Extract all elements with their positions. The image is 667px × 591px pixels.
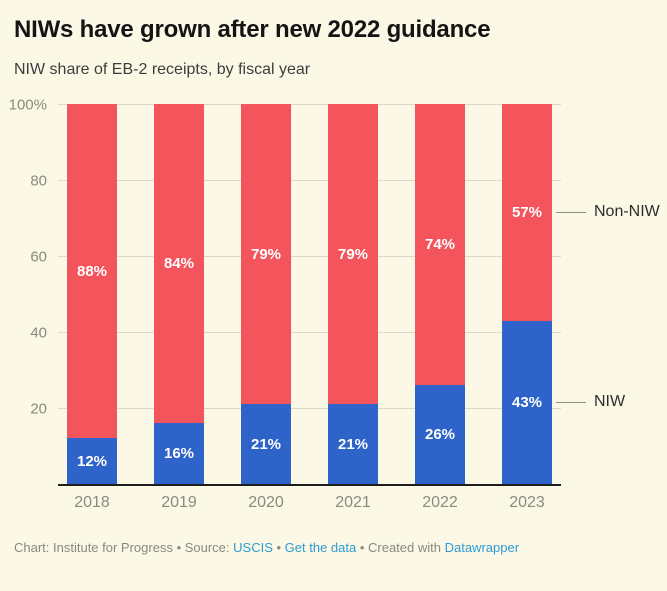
x-axis-tick-label-2019: 2019 [161,494,197,511]
bar-2018[interactable]: 88% 12% [67,104,117,484]
x-axis-baseline [58,484,561,486]
bar-2023[interactable]: 57% 43% [502,104,552,484]
x-axis-labels: 2018 2019 2020 2021 2022 2023 [58,493,561,512]
gridline-40: 40 [30,325,561,340]
bar-2019[interactable]: 84% 16% [154,104,204,484]
value-label-non-niw-2022: 74% [424,236,456,254]
segment-non-niw-2023[interactable]: 57% [502,104,552,321]
y-axis-tick-label-100: 100% [8,96,47,113]
gridline-80: 80 [30,173,561,188]
value-label-non-niw-2019: 84% [163,255,195,273]
segment-niw-2023[interactable]: 43% [502,320,552,484]
footer-link-datawrapper[interactable]: Datawrapper [444,540,520,555]
gridline-60: 60 [30,249,561,264]
segment-non-niw-2018[interactable]: 88% [67,104,117,439]
y-axis-tick-label-60: 60 [30,248,47,265]
gridline-100: 100% [9,97,561,112]
y-axis-tick-label-80: 80 [30,172,47,189]
y-axis-tick-label-40: 40 [30,324,47,341]
value-label-niw-2023: 43% [511,393,543,411]
value-label-niw-2022: 26% [424,426,456,444]
chart-subtitle: NIW share of EB-2 receipts, by fiscal ye… [14,61,311,78]
x-axis-tick-label-2020: 2020 [248,494,284,511]
segment-niw-2018[interactable]: 12% [67,438,117,484]
value-label-non-niw-2021: 79% [337,245,369,263]
value-label-non-niw-2018: 88% [76,262,108,280]
bar-2020[interactable]: 79% 21% [241,104,291,484]
footer-text: • [272,540,285,555]
footer-link-get-the-data[interactable]: Get the data [284,540,357,555]
series-label-niw: NIW [594,393,626,411]
value-label-non-niw-2023: 57% [511,203,543,221]
value-label-niw-2021: 21% [337,435,369,453]
series-annotation-non-niw: Non-NIW [553,204,660,220]
y-axis-tick-label-20: 20 [30,400,47,417]
x-axis-tick-label-2021: 2021 [335,494,371,511]
bar-2021[interactable]: 79% 21% [328,104,378,484]
segment-non-niw-2019[interactable]: 84% [154,104,204,424]
value-label-non-niw-2020: 79% [250,245,282,263]
segment-non-niw-2020[interactable]: 79% [241,104,291,405]
x-axis-tick-label-2018: 2018 [74,494,110,511]
segment-niw-2022[interactable]: 26% [415,385,465,484]
plot-area: 88% 12% 84% 16% 79% 21% 79% 21% 74% 26% 57% 43% 100… [9,97,660,486]
connector-line-niw [556,401,586,403]
x-axis-tick-label-2023: 2023 [509,494,545,511]
x-axis-tick-label-2022: 2022 [422,494,458,511]
segment-niw-2021[interactable]: 21% [328,404,378,484]
value-label-niw-2020: 21% [250,435,282,453]
segment-niw-2019[interactable]: 16% [154,423,204,484]
footer: Chart: Institute for Progress • Source: … [14,539,653,557]
connector-line-non-niw [556,211,586,213]
footer-text: • Created with [356,540,445,555]
gridline-20: 20 [30,401,561,416]
series-annotation-niw: NIW [553,394,625,410]
bars-container: 88% 12% 84% 16% 79% 21% 79% 21% 74% 26% 57% 43% [58,104,561,484]
segment-niw-2020[interactable]: 21% [241,404,291,484]
value-label-niw-2018: 12% [76,452,108,470]
footer-text: Chart: Institute for Progress • Source: [14,540,234,555]
segment-non-niw-2022[interactable]: 74% [415,104,465,386]
bar-2022[interactable]: 74% 26% [415,104,465,484]
series-label-non-niw: Non-NIW [594,203,660,221]
value-label-niw-2019: 16% [163,445,195,463]
footer-link-uscis[interactable]: USCIS [233,540,273,555]
chart-title: NIWs have grown after new 2022 guidance [14,16,491,43]
segment-non-niw-2021[interactable]: 79% [328,104,378,405]
